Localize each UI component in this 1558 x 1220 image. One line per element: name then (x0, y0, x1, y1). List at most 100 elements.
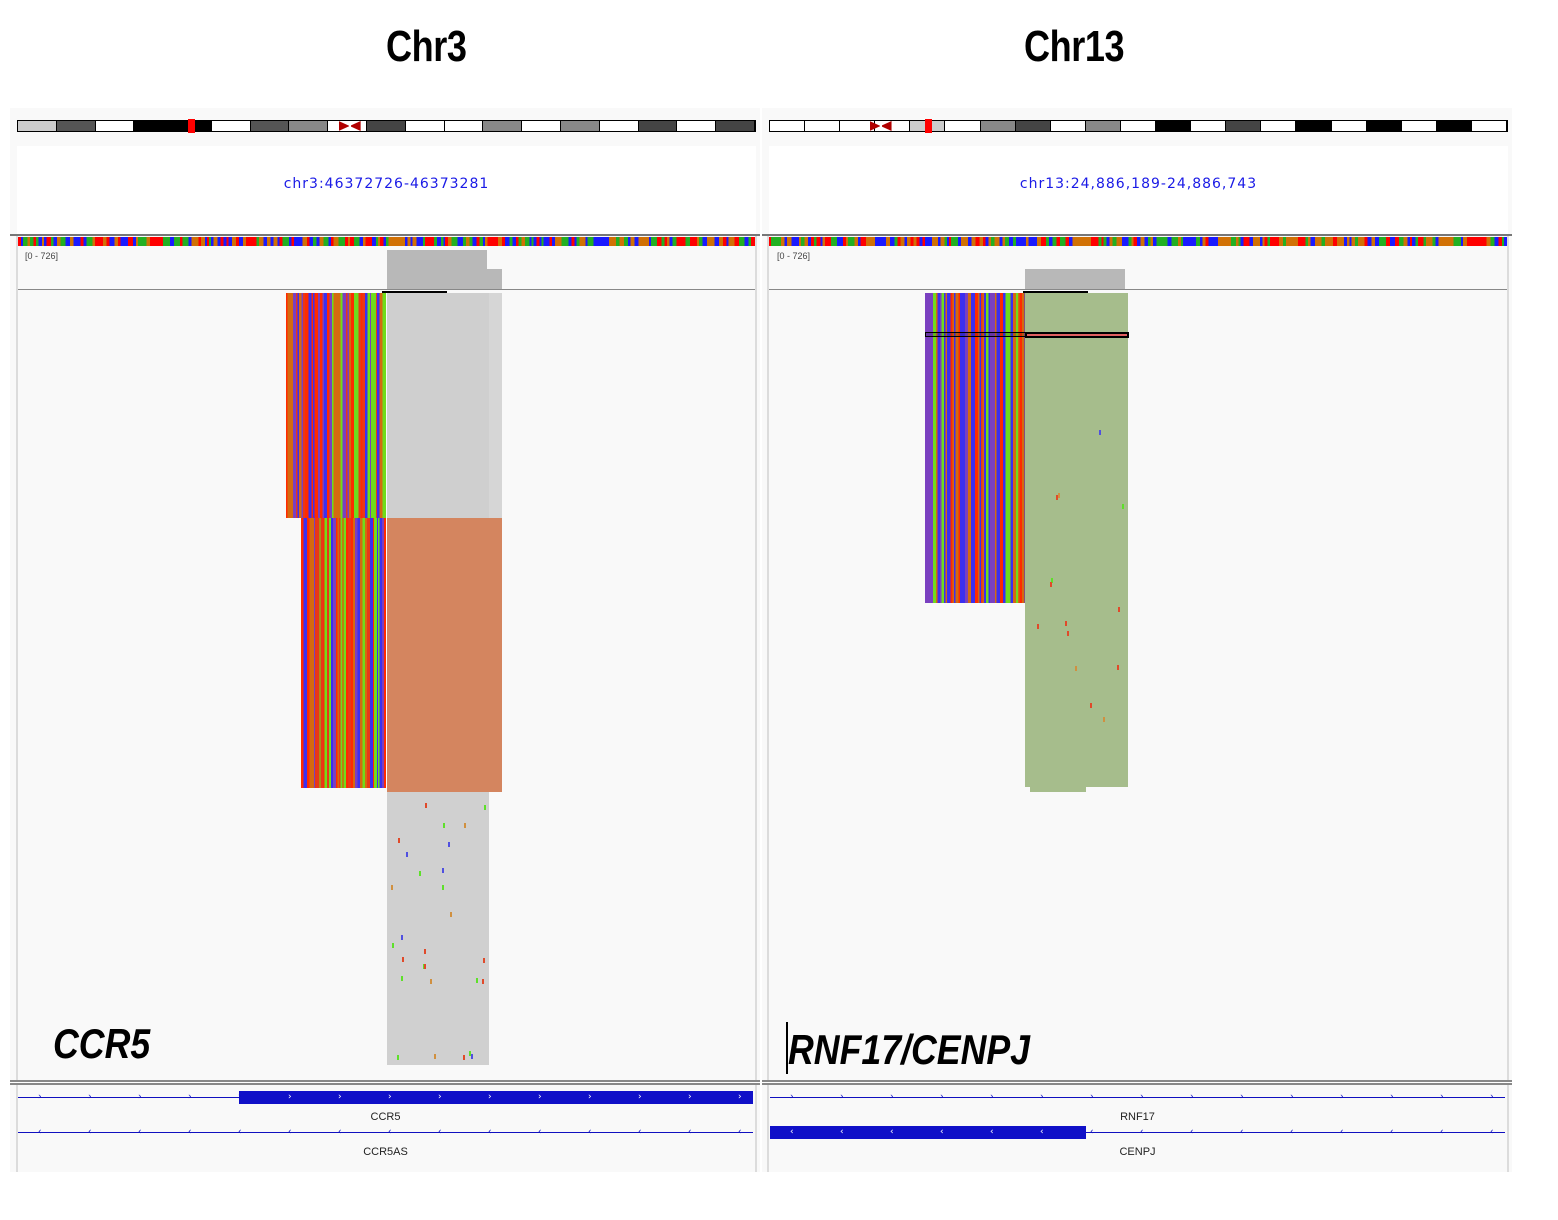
strand-reverse-icon: ‹ (990, 1127, 994, 1137)
cytoband (95, 121, 135, 131)
cytoband (1226, 121, 1262, 131)
cytoband (211, 121, 251, 131)
mismatch-marker (450, 911, 453, 917)
mismatch-marker (1051, 578, 1054, 584)
mismatch-marker (481, 978, 484, 984)
gene-annotation-label: RNF17/CENPJ (788, 1026, 1031, 1073)
aligned-reads-block[interactable] (1025, 293, 1128, 787)
mismatch-marker (397, 1054, 400, 1060)
mismatch-marker (1074, 665, 1077, 671)
mismatch-marker (469, 1051, 472, 1057)
strand-reverse-icon: ‹ (38, 1127, 42, 1137)
mismatch-marker (433, 1054, 436, 1060)
header-divider (10, 234, 760, 236)
mismatch-marker (401, 957, 404, 963)
centromere-icon (869, 121, 892, 131)
cytoband (134, 121, 174, 131)
gene-name-label[interactable]: RNF17 (1120, 1111, 1155, 1123)
mismatch-marker (1049, 582, 1052, 588)
strand-reverse-icon: ‹ (840, 1127, 844, 1137)
grey-reads-lower[interactable] (387, 792, 489, 1065)
gene-intron-line[interactable] (18, 1132, 753, 1133)
strand-reverse-icon: ‹ (138, 1127, 142, 1137)
cytoband (875, 121, 911, 131)
gene-annotation-label: CCR5 (53, 1020, 151, 1067)
cytoband (1366, 121, 1402, 131)
cytoband (1331, 121, 1367, 131)
cytoband (716, 121, 755, 131)
gene-name-label[interactable]: CENPJ (1119, 1146, 1156, 1158)
cytoband (18, 121, 57, 131)
strand-reverse-icon: ‹ (688, 1127, 692, 1137)
mismatch-marker (423, 963, 426, 969)
gene-name-label[interactable]: CCR5 (370, 1111, 401, 1123)
strand-reverse-icon: ‹ (890, 1127, 894, 1137)
strand-reverse-icon: ‹ (538, 1127, 542, 1137)
cytoband (289, 121, 329, 131)
gene-intron-line[interactable] (770, 1097, 1505, 1098)
chromosome-ideogram[interactable] (769, 119, 1508, 133)
mismatch-marker (442, 885, 445, 891)
selected-read[interactable] (1025, 332, 1129, 338)
cytoband (444, 121, 484, 131)
strand-forward-icon: › (1440, 1092, 1444, 1102)
panel-right-border (755, 236, 757, 1172)
grey-reads-upper[interactable] (387, 293, 502, 518)
strand-reverse-icon: ‹ (940, 1127, 944, 1137)
gene-name-label[interactable]: CCR5AS (363, 1146, 408, 1158)
aligned-reads-block[interactable] (387, 518, 502, 792)
gene-exon[interactable] (770, 1126, 1087, 1139)
mismatch-marker (422, 964, 425, 970)
panel-right-border (1507, 236, 1509, 1172)
strand-forward-icon: › (38, 1092, 42, 1102)
mismatch-marker (423, 949, 426, 955)
chromosome-ideogram[interactable] (17, 119, 756, 133)
strand-forward-icon: › (288, 1092, 292, 1102)
coverage-bar (387, 250, 487, 290)
cytoband (770, 121, 806, 131)
gene-exon[interactable] (238, 1091, 753, 1104)
softclip-reads[interactable] (925, 293, 1025, 603)
igv-panel-chr13: chr13:24,886,189-24,886,743 [0 - 726] RN… (762, 108, 1512, 1172)
strand-forward-icon: › (1340, 1092, 1344, 1102)
strand-reverse-icon: ‹ (1190, 1127, 1194, 1137)
gene-track-divider (10, 1080, 760, 1085)
mismatch-marker (390, 884, 393, 890)
cytoband (1120, 121, 1157, 131)
mismatch-marker (429, 979, 432, 985)
panel-left-border (767, 236, 769, 1172)
cytoband (945, 121, 981, 131)
strand-forward-icon: › (940, 1092, 944, 1102)
softclip-reads-lower[interactable] (301, 518, 386, 788)
text-cursor (786, 1022, 788, 1074)
strand-forward-icon: › (1040, 1092, 1044, 1102)
strand-forward-icon: › (1390, 1092, 1394, 1102)
softclip-reads-upper[interactable] (286, 293, 386, 518)
gene-intron-line[interactable] (770, 1132, 1505, 1133)
locus-text[interactable]: chr3:46372726-46373281 (283, 176, 490, 192)
strand-forward-icon: › (790, 1092, 794, 1102)
cytoband (1050, 121, 1086, 131)
coverage-bar (1025, 269, 1125, 290)
sequence-track (769, 237, 1508, 246)
locus-text[interactable]: chr13:24,886,189-24,886,743 (1019, 176, 1258, 192)
strand-reverse-icon: ‹ (1440, 1127, 1444, 1137)
mismatch-marker (442, 822, 445, 828)
strand-forward-icon: › (840, 1092, 844, 1102)
strand-reverse-icon: ‹ (1340, 1127, 1344, 1137)
strand-reverse-icon: ‹ (388, 1127, 392, 1137)
igv-panel-chr3: chr3:46372726-46373281 [0 - 726] CCR5 › ›… (10, 108, 760, 1172)
strand-forward-icon: › (688, 1092, 692, 1102)
mismatch-marker (419, 870, 422, 876)
strand-forward-icon: › (88, 1092, 92, 1102)
cytoband (522, 121, 561, 131)
selection-bar (382, 291, 447, 293)
strand-reverse-icon: ‹ (238, 1127, 242, 1137)
locus-header: chr13:24,886,189-24,886,743 (769, 146, 1508, 234)
cytoband (56, 121, 96, 131)
mismatch-marker (470, 1054, 473, 1060)
cytoband (1191, 121, 1227, 131)
selection-bar (1023, 291, 1088, 293)
strand-reverse-icon: ‹ (738, 1127, 742, 1137)
strand-forward-icon: › (890, 1092, 894, 1102)
